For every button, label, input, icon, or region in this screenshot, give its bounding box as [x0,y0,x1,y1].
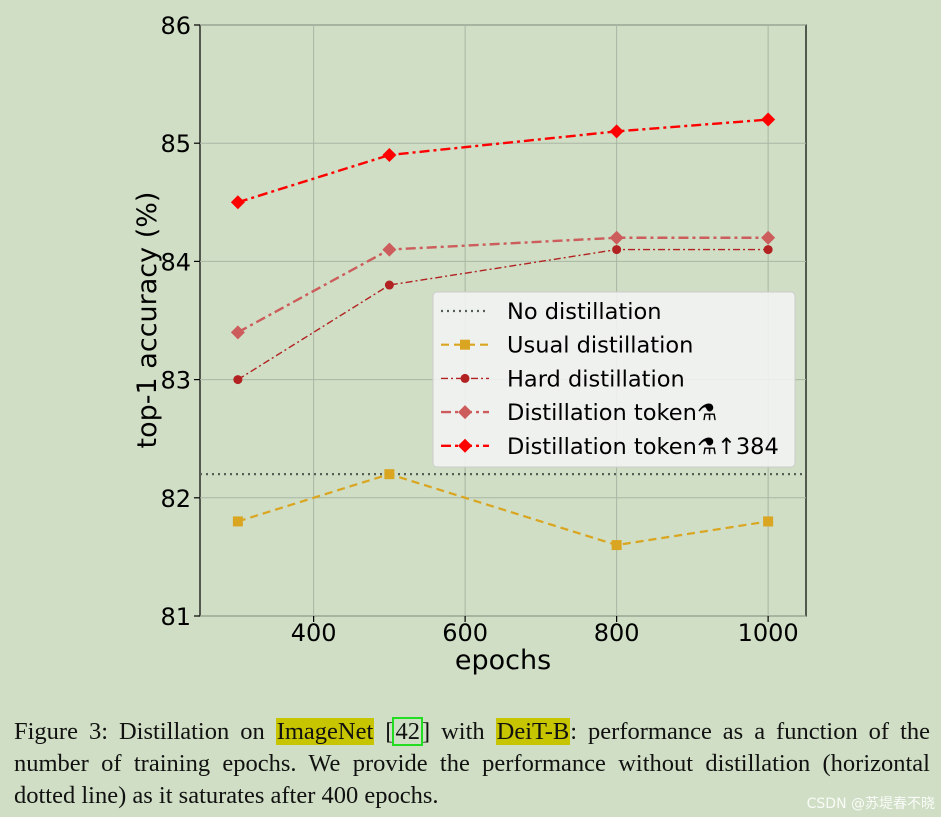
data-point-1 [232,516,243,527]
legend-label: Distillation token⚗ [507,400,717,426]
data-point-4 [609,124,624,139]
data-point-3 [761,230,776,245]
y-tick-label: 86 [160,12,191,40]
legend-marker [460,339,470,350]
caption-ref-open: [ [374,718,394,745]
data-point-1 [611,540,622,551]
data-point-3 [230,325,245,340]
caption-ref-close: ] with [421,718,496,745]
x-tick-label: 800 [594,619,640,647]
watermark: CSDN @苏堤春不晓 [806,796,935,812]
caption-prefix: Figure 3: Distillation on [14,718,276,745]
caption-rest: : performance as a function of the numbe… [14,718,931,809]
legend-label: Usual distillation [507,333,693,359]
x-tick-label: 400 [291,619,337,647]
caption-dataset[interactable]: ImageNet [275,718,375,745]
y-tick-label: 84 [160,248,191,276]
data-point-1 [763,516,774,527]
caption-reference-link[interactable]: 42 [392,717,423,746]
y-axis-label: top-1 accuracy (%) [132,192,163,449]
data-point-2 [233,375,243,385]
legend-marker [460,373,470,383]
legend-label: No distillation [507,299,661,325]
series-layer [200,112,806,551]
data-point-1 [384,469,395,480]
data-point-2 [612,245,622,255]
legend-label: Hard distillation [507,366,685,392]
series-line-3 [237,236,769,334]
data-point-2 [384,280,394,290]
x-tick-label: 1000 [738,619,799,647]
y-tick-label: 85 [160,130,191,158]
data-point-4 [761,112,776,127]
series-line-2 [237,248,769,381]
y-tick-label: 83 [160,367,191,395]
y-tick-label: 81 [160,603,191,631]
data-point-2 [763,245,773,255]
x-tick-label: 600 [442,619,488,647]
data-point-4 [382,148,397,163]
data-point-3 [382,242,397,257]
data-point-3 [609,230,624,245]
legend-box [432,291,796,468]
figure-caption: Figure 3: Distillation on ImageNet [42] … [14,716,930,812]
series-line-1 [237,473,769,547]
ticks-layer: 400 600 800 1000 81 82 83 84 85 86 [160,12,798,647]
y-tick-label: 82 [160,485,191,513]
chart: 400 600 800 1000 81 82 83 84 85 86 epochs top-1 a… [132,12,807,676]
legend-marker [458,438,472,453]
legend: No distillation Usual distillation Hard di… [432,291,796,468]
x-axis-label: epochs [455,645,551,676]
series-line-4 [237,118,769,204]
legend-marker [458,405,472,420]
caption-model[interactable]: DeiT-B [495,718,571,745]
legend-label: Distillation token⚗↑384 [507,434,779,460]
data-point-4 [230,195,245,210]
